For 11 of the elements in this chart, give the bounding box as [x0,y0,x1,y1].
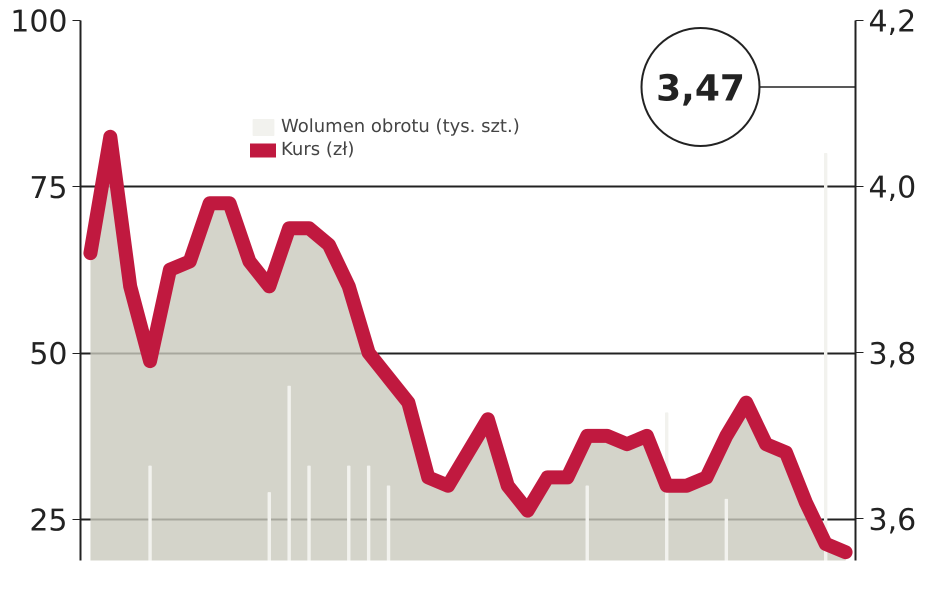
annotation: 3,47 [656,68,745,110]
legend-label: Kurs (zł) [281,139,354,160]
y-tick-label: 50 [29,337,68,372]
y2-tick-label: 3,8 [868,336,916,372]
y2-tick-label: 4,0 [868,170,916,206]
y-tick-label: 75 [29,170,68,206]
y-tick-label: 100 [10,4,68,40]
y2-tick-label: 4,2 [868,4,916,40]
legend-label: Wolumen obrotu (tys. szt.) [281,116,520,137]
y-tick-label: 25 [29,503,68,538]
y2-tick-label: 3,6 [868,502,916,538]
